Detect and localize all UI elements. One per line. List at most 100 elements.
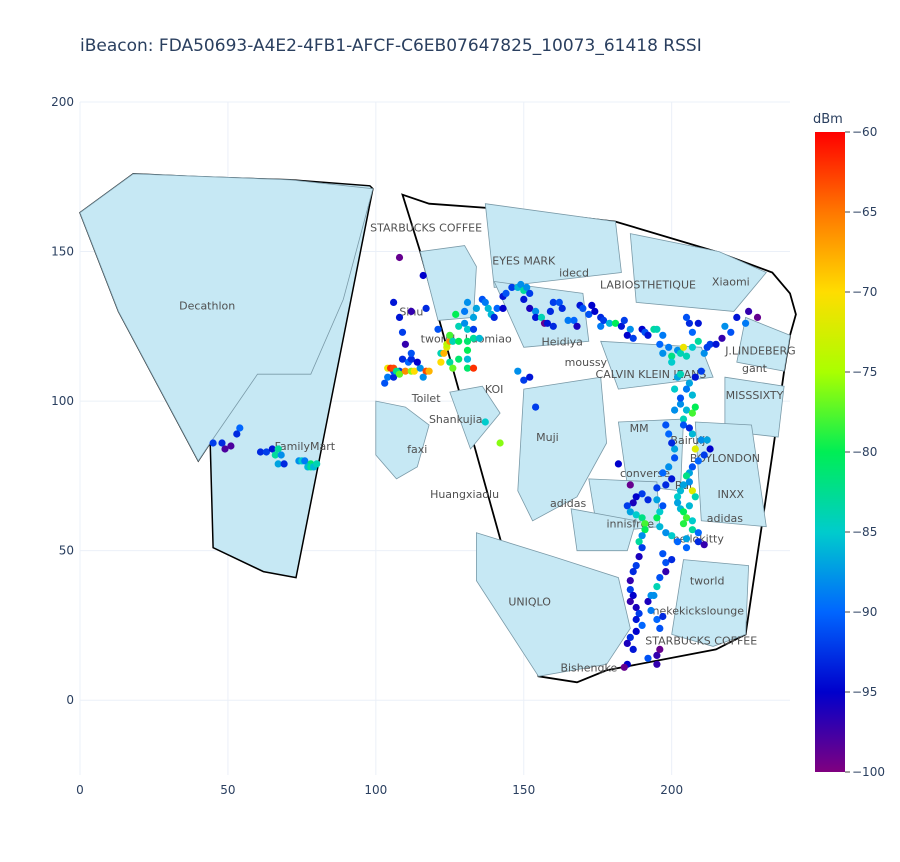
rssi-point: [688, 517, 697, 525]
rssi-point: [674, 499, 682, 507]
rssi-point: [674, 493, 682, 501]
rssi-point: [679, 520, 688, 528]
rssi-point: [659, 469, 667, 477]
store-label: MM: [630, 422, 649, 435]
x-tick-label: 150: [512, 783, 535, 797]
rssi-point: [469, 325, 478, 333]
rssi-point: [532, 307, 540, 315]
rssi-point: [688, 409, 697, 417]
store-label: Bishengke: [560, 661, 617, 674]
colorbar-tick-label: −70: [852, 285, 877, 299]
rssi-point: [662, 481, 670, 489]
store-area: [475, 532, 631, 677]
rssi-point: [638, 544, 646, 552]
rssi-point: [685, 319, 694, 327]
store-label: nekekickslounge: [653, 604, 745, 617]
rssi-point: [682, 472, 691, 480]
store-label: Huangxiaolu: [430, 488, 499, 501]
rssi-point: [694, 337, 702, 345]
rssi-point: [659, 502, 667, 510]
y-tick-label: 100: [51, 394, 74, 408]
rssi-point: [641, 520, 649, 528]
rssi-point: [449, 364, 457, 372]
x-tick-label: 0: [76, 783, 84, 797]
rssi-point: [490, 313, 498, 321]
store-label: CALVIN KLEIN JEANS: [596, 368, 707, 381]
rssi-point: [682, 406, 691, 414]
rssi-point: [570, 316, 578, 324]
rssi-point: [697, 436, 705, 444]
rssi-point: [727, 328, 735, 336]
rssi-point: [209, 439, 217, 447]
rssi-point: [653, 660, 661, 668]
rssi-point: [532, 313, 540, 321]
rssi-point: [614, 460, 623, 468]
rssi-point: [632, 511, 640, 519]
rssi-point: [218, 439, 226, 447]
rssi-point: [514, 367, 522, 375]
rssi-point: [422, 304, 430, 312]
rssi-point: [668, 556, 676, 564]
rssi-point: [611, 319, 620, 327]
rssi-point: [745, 307, 753, 315]
rssi-point: [676, 370, 685, 378]
rssi-point: [620, 316, 628, 324]
rssi-point: [682, 535, 691, 543]
rssi-point: [700, 541, 708, 549]
rssi-point: [626, 633, 634, 642]
rssi-point: [416, 364, 424, 372]
rssi-point: [526, 373, 534, 381]
rssi-point: [638, 532, 646, 540]
rssi-point: [620, 663, 628, 671]
rssi-point: [676, 394, 685, 402]
rssi-point: [653, 583, 661, 591]
rssi-point: [753, 313, 762, 321]
rssi-point: [398, 328, 407, 336]
store-label: J.LINDEBERG: [724, 344, 795, 357]
rssi-point: [472, 304, 480, 312]
rssi-point: [694, 457, 702, 465]
x-tick-label: 100: [364, 783, 387, 797]
rssi-point: [668, 352, 676, 360]
rssi-point: [390, 298, 398, 306]
store-label: adidas: [550, 497, 587, 510]
store-label: STARBUCKS COFFEE: [645, 634, 757, 647]
rssi-point: [691, 403, 699, 411]
rssi-point: [588, 301, 596, 309]
rssi-point: [665, 463, 673, 471]
store-area: [375, 400, 430, 480]
rssi-point: [662, 421, 670, 429]
rssi-point: [688, 463, 697, 471]
rssi-point: [395, 370, 404, 378]
store-area: [419, 245, 477, 321]
rssi-point: [469, 313, 478, 321]
rssi-point: [390, 373, 398, 381]
rssi-point: [653, 325, 661, 333]
rssi-point: [653, 514, 661, 522]
store-label: Decathlon: [179, 299, 235, 312]
rssi-point: [626, 508, 634, 516]
store-area: [484, 203, 622, 288]
rssi-point: [685, 502, 694, 510]
rssi-point: [508, 283, 516, 291]
colorbar-title: dBm: [813, 112, 843, 127]
rssi-point: [526, 289, 534, 297]
rssi-point: [623, 331, 631, 339]
rssi-point: [665, 343, 673, 351]
rssi-point: [679, 421, 688, 429]
rssi-point: [644, 331, 652, 339]
store-area: [736, 316, 791, 372]
rssi-point: [629, 499, 637, 507]
rssi-point: [671, 385, 679, 393]
rssi-point: [449, 337, 457, 345]
y-tick-label: 0: [66, 693, 74, 707]
rssi-point: [688, 430, 697, 438]
rssi-point: [641, 526, 649, 534]
rssi-point: [626, 481, 634, 489]
rssi-point: [656, 340, 664, 348]
store-area: [449, 385, 501, 450]
rssi-point: [537, 313, 546, 321]
rssi-point: [682, 313, 691, 321]
rssi-point: [564, 316, 572, 324]
rssi-point: [668, 532, 676, 540]
